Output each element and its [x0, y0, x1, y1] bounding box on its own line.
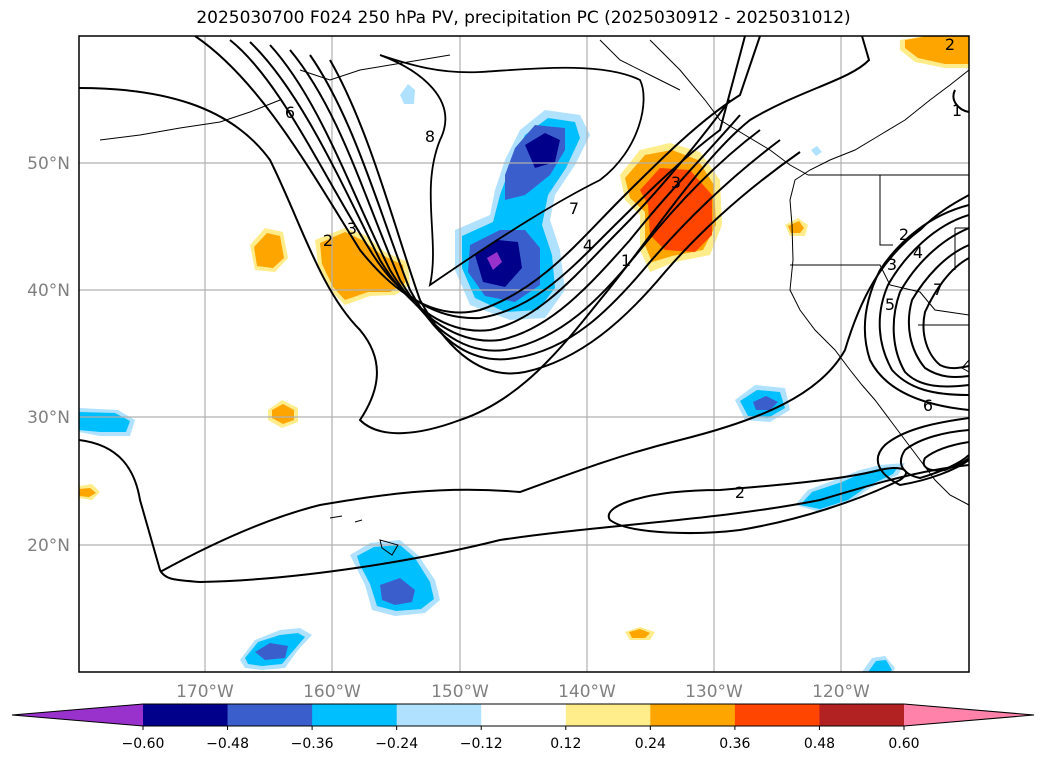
pv-label: 3 [887, 255, 897, 274]
pv-label: 7 [569, 199, 579, 218]
map-title: 2025030700 F024 250 hPa PV, precipitatio… [196, 8, 851, 28]
latitude-labels: 50°N 40°N 30°N 20°N [27, 154, 70, 556]
colorbar-segment [396, 704, 482, 726]
pv-label: 2 [899, 225, 909, 244]
colorbar-segment [565, 704, 651, 726]
pv-contour-labels: 6 8 2 3 7 4 1 3 2 3 4 5 7 6 2 1 2 [285, 35, 962, 502]
pv-label: 3 [671, 173, 681, 192]
longitude-labels: 170°W 160°W 150°W 140°W 130°W 120°W [176, 682, 870, 702]
colorbar-extend-low [12, 704, 143, 726]
pv-label: 7 [933, 280, 943, 299]
colorbar-segment [650, 704, 736, 726]
lon-label: 140°W [558, 682, 616, 702]
colorbar-tick-label: 0.24 [635, 736, 666, 752]
pv-label: 2 [735, 483, 745, 502]
pv-label: 2 [945, 35, 955, 54]
colorbar-segment [312, 704, 398, 726]
colorbar: −0.60 −0.48 −0.36 −0.24 −0.12 0.12 0.24 0.36 0.4… [11, 703, 1035, 752]
pv-label: 3 [347, 219, 357, 238]
colorbar-tick-label: −0.48 [206, 736, 249, 752]
colorbar-tick-label: 0.12 [550, 736, 581, 752]
colorbar-tick-label: −0.36 [291, 736, 334, 752]
lat-label: 30°N [27, 408, 70, 428]
pv-label: 6 [285, 103, 295, 122]
pv-label: 8 [425, 127, 435, 146]
lon-label: 160°W [303, 682, 361, 702]
lon-label: 170°W [176, 682, 234, 702]
pv-label: 2 [323, 231, 333, 250]
colorbar-segment [819, 704, 905, 726]
colorbar-extend-high [904, 704, 1034, 726]
pv-label: 4 [583, 236, 593, 255]
colorbar-segment [143, 704, 229, 726]
lon-label: 130°W [685, 682, 743, 702]
colorbar-segment [227, 704, 313, 726]
pv-label: 4 [913, 243, 923, 262]
pv-label: 5 [885, 295, 895, 314]
lat-label: 50°N [27, 154, 70, 174]
lon-label: 150°W [431, 682, 489, 702]
pv-label: 6 [923, 396, 933, 415]
colorbar-tick-label: −0.60 [122, 736, 165, 752]
colorbar-tick-label: 0.48 [804, 736, 835, 752]
pv-label: 1 [952, 101, 962, 120]
lat-label: 20°N [27, 536, 70, 556]
plot-border [78, 35, 970, 673]
colorbar-segment [734, 704, 820, 726]
colorbar-tick-label: 0.36 [719, 736, 750, 752]
colorbar-tick-label: 0.60 [888, 736, 919, 752]
pv-contours [79, 36, 969, 584]
gridlines [79, 36, 969, 672]
colorbar-tick-label: −0.24 [375, 736, 418, 752]
colorbar-tick-label: −0.12 [460, 736, 503, 752]
colorbar-segment [481, 704, 567, 726]
pv-label: 1 [621, 251, 631, 270]
lon-label: 120°W [812, 682, 870, 702]
lat-label: 40°N [27, 281, 70, 301]
